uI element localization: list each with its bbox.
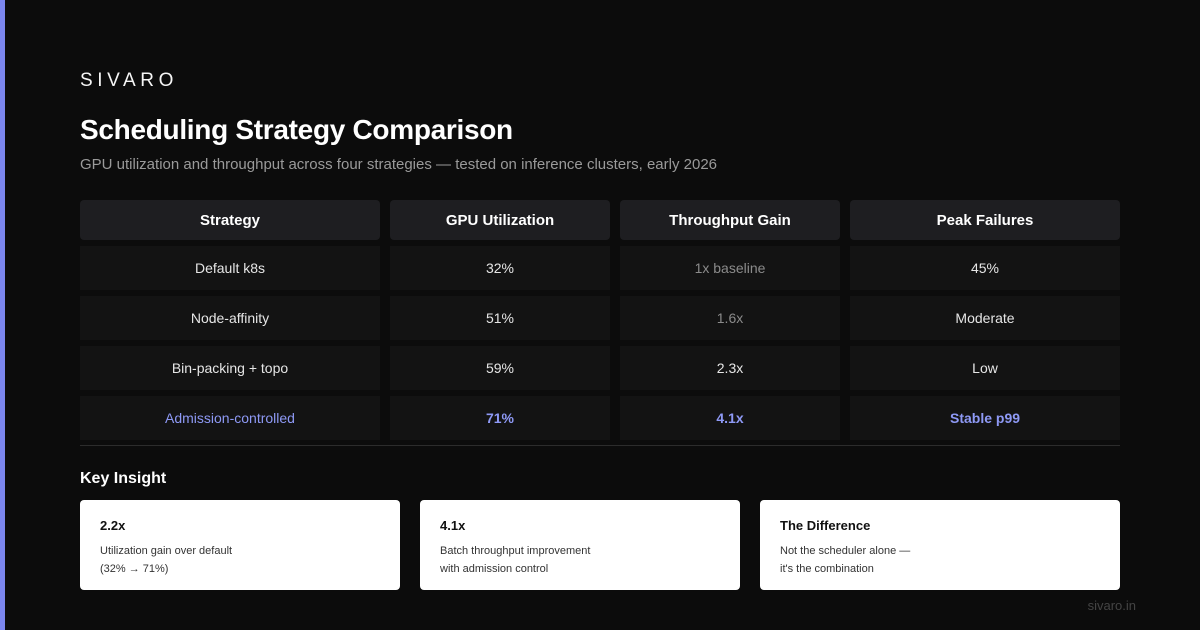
insight-card-value: 2.2x (100, 518, 126, 533)
footer-url[interactable]: sivaro.in (1087, 598, 1136, 613)
insight-card-throughput: 4.1x Batch throughput improvement with a… (420, 500, 740, 590)
table-cell-gpu-utilization: 59% (390, 346, 610, 390)
table-header-gpu-utilization: GPU Utilization (390, 200, 610, 240)
insight-card-text: Not the scheduler alone — (780, 545, 911, 557)
insight-card-difference: The Difference Not the scheduler alone —… (760, 500, 1120, 590)
table-cell-throughput-gain-highlight: 4.1x (620, 396, 840, 440)
table-cell-strategy-highlight: Admission-controlled (80, 396, 380, 440)
table-cell-strategy: Default k8s (80, 246, 380, 290)
accent-bar (0, 0, 5, 630)
table-cell-peak-failures-highlight: Stable p99 (850, 396, 1120, 440)
table-cell-gpu-utilization-highlight: 71% (390, 396, 610, 440)
table-cell-gpu-utilization: 32% (390, 246, 610, 290)
insight-card-text: Batch throughput improvement (440, 545, 591, 557)
brand-logo: SIVARO (80, 70, 178, 91)
table-cell-gpu-utilization: 51% (390, 296, 610, 340)
table-header-peak-failures: Peak Failures (850, 200, 1120, 240)
section-divider (80, 445, 1120, 446)
table-cell-throughput-gain: 1.6x (620, 296, 840, 340)
insight-card-utilization: 2.2x Utilization gain over default (32% … (80, 500, 400, 590)
table-cell-peak-failures: Low (850, 346, 1120, 390)
table-cell-peak-failures: 45% (850, 246, 1120, 290)
insight-card-value: The Difference (780, 518, 871, 533)
table-header-throughput-gain: Throughput Gain (620, 200, 840, 240)
page-title: Scheduling Strategy Comparison (80, 114, 513, 145)
table-header-strategy: Strategy (80, 200, 380, 240)
table-cell-peak-failures: Moderate (850, 296, 1120, 340)
insight-card-text: it's the combination (780, 563, 874, 575)
table-cell-strategy: Node-affinity (80, 296, 380, 340)
insight-card-text: Utilization gain over default (100, 545, 233, 557)
insight-card-text: with admission control (440, 563, 549, 575)
key-insight-heading: Key Insight (80, 470, 167, 487)
insight-card-text: (32% → 71%) (100, 563, 169, 575)
table-cell-throughput-gain: 2.3x (620, 346, 840, 390)
table-cell-throughput-gain: 1x baseline (620, 246, 840, 290)
table-cell-strategy: Bin-packing + topo (80, 346, 380, 390)
insight-card-value: 4.1x (440, 518, 466, 533)
page-subtitle: GPU utilization and throughput across fo… (80, 156, 718, 173)
